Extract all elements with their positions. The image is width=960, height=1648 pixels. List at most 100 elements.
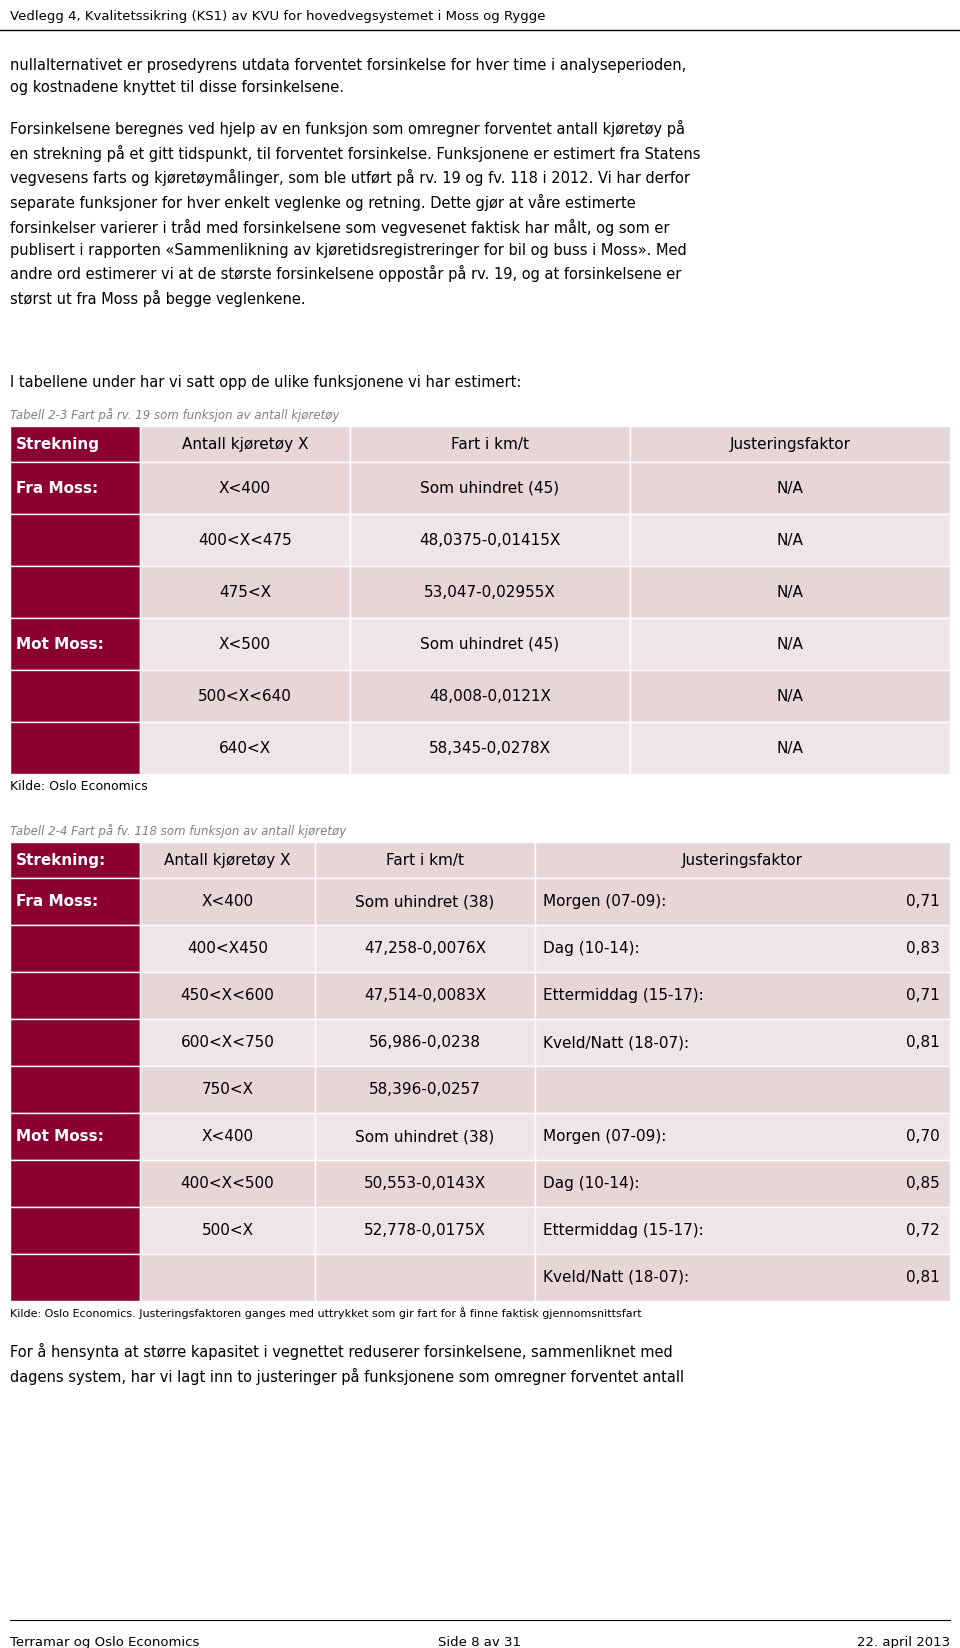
Text: 500<X: 500<X — [202, 1223, 253, 1238]
Text: nullalternativet er prosedyrens utdata forventet forsinkelse for hver time i ana: nullalternativet er prosedyrens utdata f… — [10, 58, 686, 94]
Text: Tabell 2-3 Fart på rv. 19 som funksjon av antall kjøretøy: Tabell 2-3 Fart på rv. 19 som funksjon a… — [10, 409, 340, 422]
Text: 58,345-0,0278X: 58,345-0,0278X — [429, 740, 551, 755]
Bar — [140, 842, 315, 878]
Text: 53,047-0,02955X: 53,047-0,02955X — [424, 585, 556, 600]
Bar — [315, 878, 535, 925]
Bar — [10, 1018, 140, 1066]
Text: 0,81: 0,81 — [906, 1271, 940, 1285]
Bar — [535, 842, 950, 878]
Bar — [315, 842, 535, 878]
Text: N/A: N/A — [777, 532, 804, 547]
Text: N/A: N/A — [777, 481, 804, 496]
Bar — [315, 1206, 535, 1254]
Bar — [630, 461, 950, 514]
Text: Morgen (07-09):: Morgen (07-09): — [543, 1129, 666, 1144]
Text: 450<X<600: 450<X<600 — [180, 989, 275, 1004]
Text: Dag (10-14):: Dag (10-14): — [543, 1177, 639, 1192]
Text: Strekning: Strekning — [16, 437, 100, 452]
Bar — [10, 425, 140, 461]
Text: X<400: X<400 — [202, 1129, 253, 1144]
Bar — [630, 514, 950, 565]
Text: X<400: X<400 — [202, 893, 253, 910]
Bar — [140, 1112, 315, 1160]
Bar — [140, 722, 350, 775]
Text: 56,986-0,0238: 56,986-0,0238 — [369, 1035, 481, 1050]
Text: 475<X: 475<X — [219, 585, 271, 600]
Text: 47,258-0,0076X: 47,258-0,0076X — [364, 941, 486, 956]
Text: Tabell 2-4 Fart på fv. 118 som funksjon av antall kjøretøy: Tabell 2-4 Fart på fv. 118 som funksjon … — [10, 824, 347, 837]
Text: Forsinkelsene beregnes ved hjelp av en funksjon som omregner forventet antall kj: Forsinkelsene beregnes ved hjelp av en f… — [10, 120, 701, 307]
Bar — [10, 925, 140, 972]
Text: Strekning:: Strekning: — [16, 852, 107, 867]
Text: Vedlegg 4, Kvalitetssikring (KS1) av KVU for hovedvegsystemet i Moss og Rygge: Vedlegg 4, Kvalitetssikring (KS1) av KVU… — [10, 10, 545, 23]
Bar — [350, 565, 630, 618]
Text: Fra Moss:: Fra Moss: — [16, 893, 98, 910]
Text: Antall kjøretøy X: Antall kjøretøy X — [181, 437, 308, 452]
Bar — [535, 1254, 950, 1300]
Bar — [630, 425, 950, 461]
Bar — [140, 925, 315, 972]
Bar — [140, 1160, 315, 1206]
Bar — [10, 972, 140, 1018]
Bar — [10, 722, 140, 775]
Bar — [350, 461, 630, 514]
Text: Terramar og Oslo Economics: Terramar og Oslo Economics — [10, 1636, 200, 1648]
Text: 52,778-0,0175X: 52,778-0,0175X — [364, 1223, 486, 1238]
Text: Ettermiddag (15-17):: Ettermiddag (15-17): — [543, 1223, 704, 1238]
Text: X<500: X<500 — [219, 636, 271, 651]
Bar — [315, 1160, 535, 1206]
Bar — [315, 1066, 535, 1112]
Text: 48,0375-0,01415X: 48,0375-0,01415X — [420, 532, 561, 547]
Text: 0,85: 0,85 — [906, 1177, 940, 1192]
Bar — [350, 722, 630, 775]
Text: 0,81: 0,81 — [906, 1035, 940, 1050]
Bar — [140, 565, 350, 618]
Text: Mot Moss:: Mot Moss: — [16, 1129, 104, 1144]
Text: 47,514-0,0083X: 47,514-0,0083X — [364, 989, 486, 1004]
Bar — [10, 671, 140, 722]
Text: 750<X: 750<X — [202, 1083, 253, 1098]
Bar — [10, 1112, 140, 1160]
Text: N/A: N/A — [777, 585, 804, 600]
Bar — [350, 671, 630, 722]
Text: 50,553-0,0143X: 50,553-0,0143X — [364, 1177, 486, 1192]
Text: Fra Moss:: Fra Moss: — [16, 481, 98, 496]
Bar — [140, 618, 350, 671]
Text: Side 8 av 31: Side 8 av 31 — [439, 1636, 521, 1648]
Bar — [315, 972, 535, 1018]
Text: N/A: N/A — [777, 689, 804, 704]
Bar — [10, 565, 140, 618]
Text: Dag (10-14):: Dag (10-14): — [543, 941, 639, 956]
Text: 600<X<750: 600<X<750 — [180, 1035, 275, 1050]
Text: For å hensynta at større kapasitet i vegnettet reduserer forsinkelsene, sammenli: For å hensynta at større kapasitet i veg… — [10, 1343, 684, 1384]
Text: I tabellene under har vi satt opp de ulike funksjonene vi har estimert:: I tabellene under har vi satt opp de uli… — [10, 376, 521, 391]
Bar — [535, 1066, 950, 1112]
Text: N/A: N/A — [777, 636, 804, 651]
Text: 22. april 2013: 22. april 2013 — [857, 1636, 950, 1648]
Text: N/A: N/A — [777, 740, 804, 755]
Bar — [10, 1066, 140, 1112]
Text: 0,72: 0,72 — [906, 1223, 940, 1238]
Text: Kilde: Oslo Economics: Kilde: Oslo Economics — [10, 780, 148, 793]
Bar — [140, 461, 350, 514]
Bar — [10, 1160, 140, 1206]
Bar — [535, 878, 950, 925]
Bar — [315, 1254, 535, 1300]
Text: X<400: X<400 — [219, 481, 271, 496]
Text: 0,71: 0,71 — [906, 989, 940, 1004]
Bar — [140, 514, 350, 565]
Bar — [350, 514, 630, 565]
Bar — [10, 618, 140, 671]
Bar — [535, 1160, 950, 1206]
Bar — [535, 972, 950, 1018]
Bar — [10, 1254, 140, 1300]
Text: Mot Moss:: Mot Moss: — [16, 636, 104, 651]
Text: Fart i km/t: Fart i km/t — [386, 852, 464, 867]
Bar — [535, 1206, 950, 1254]
Bar — [350, 425, 630, 461]
Text: 58,396-0,0257: 58,396-0,0257 — [369, 1083, 481, 1098]
Text: Som uhindret (45): Som uhindret (45) — [420, 636, 560, 651]
Bar — [315, 1018, 535, 1066]
Bar — [315, 1112, 535, 1160]
Text: 400<X<500: 400<X<500 — [180, 1177, 275, 1192]
